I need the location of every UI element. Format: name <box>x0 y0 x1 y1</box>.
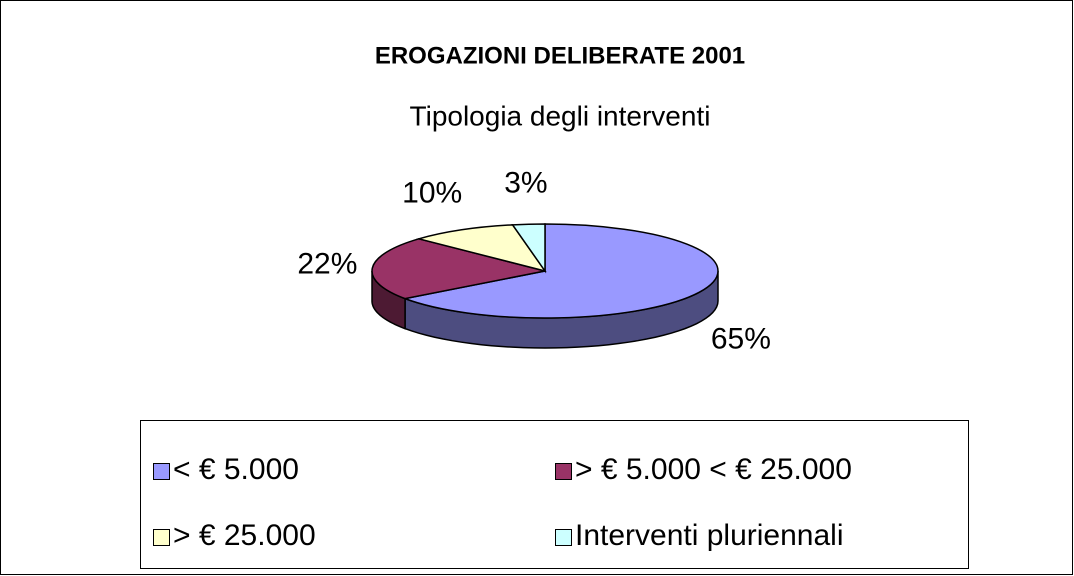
slice <box>402 223 719 319</box>
legend-label: Interventi pluriennali <box>575 519 844 552</box>
slice <box>511 223 546 274</box>
legend-box <box>140 420 969 569</box>
slice <box>416 224 547 273</box>
legend-label: > € 25.000 <box>173 519 316 552</box>
chart-subtitle: Tipologia degli interventi <box>410 100 711 131</box>
legend-label: < € 5.000 <box>173 453 299 486</box>
chart-title: EROGAZIONI DELIBERATE 2001 <box>375 42 745 69</box>
legend-swatch <box>555 529 572 546</box>
data-label: 22% <box>297 247 357 280</box>
data-label: 3% <box>504 166 547 199</box>
legend-swatch <box>153 463 170 480</box>
slice <box>371 238 546 300</box>
legend-label: > € 5.000 < € 25.000 <box>575 453 852 486</box>
data-label: 65% <box>711 322 771 355</box>
data-label: 10% <box>402 177 462 210</box>
legend-swatch <box>555 463 572 480</box>
legend-swatch <box>153 529 170 546</box>
